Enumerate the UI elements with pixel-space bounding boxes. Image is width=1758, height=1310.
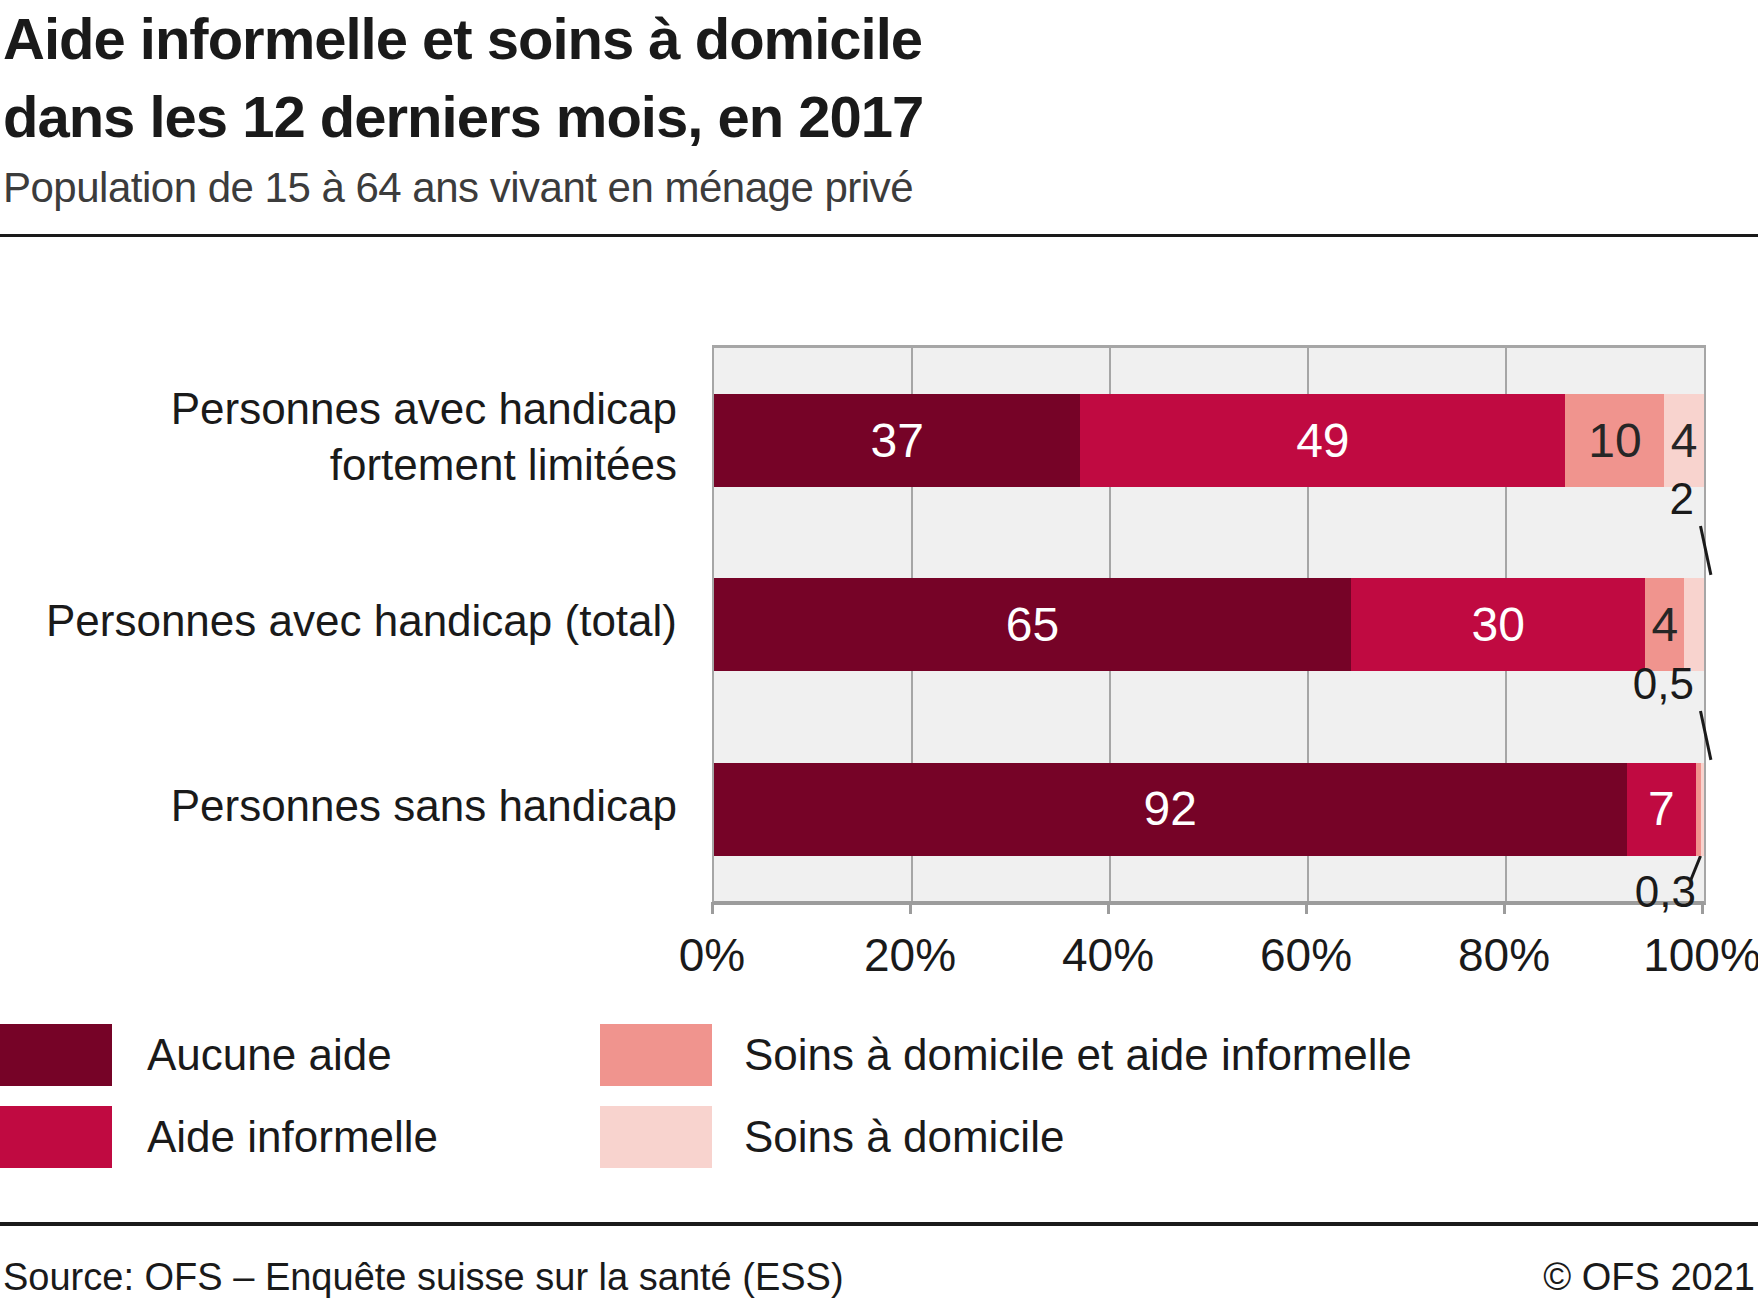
axis-tick — [1503, 902, 1506, 914]
axis-tick-label: 20% — [864, 928, 956, 982]
segment-value-label: 7 — [1648, 785, 1675, 833]
bar-band: 0,50,3927 — [714, 717, 1704, 901]
segment-value-label: 37 — [870, 417, 923, 465]
legend-swatch — [0, 1106, 112, 1168]
bar-segment: 49 — [1080, 394, 1565, 487]
bar-band: 265304 — [714, 532, 1704, 716]
category-label-line: Personnes avec handicap (total) — [46, 593, 677, 649]
bar-band: 37 49 10 4 — [714, 348, 1704, 532]
axis-tick-label: 60% — [1260, 928, 1352, 982]
category-label-line: fortement limitées — [330, 437, 677, 493]
copyright-text: © OFS 2021 — [1543, 1256, 1755, 1299]
legend-label: Soins à domicile — [744, 1112, 1064, 1162]
axis-tick-label: 40% — [1062, 928, 1154, 982]
stacked-bar: 92 7 — [714, 763, 1704, 856]
segment-value-label: 30 — [1471, 601, 1524, 649]
bar-segment: 4 — [1664, 394, 1704, 487]
legend-swatch — [600, 1024, 712, 1086]
bar-segment: 92 — [714, 763, 1627, 856]
segment-callout-label: 0,5 — [1633, 659, 1694, 709]
category-label: Personnes avec handicapfortement limitée… — [0, 345, 677, 529]
axis-tick — [1107, 902, 1110, 914]
axis-tick — [1305, 902, 1308, 914]
bar-segment: 7 — [1627, 763, 1696, 856]
legend-swatch — [0, 1024, 112, 1086]
legend-item: Aide informelle — [0, 1106, 438, 1168]
segment-value-label: 4 — [1671, 417, 1698, 465]
segment-value-label: 49 — [1296, 417, 1349, 465]
axis-tick-label: 100% — [1643, 928, 1758, 982]
plot-area: 37491042653040,50,3927 — [712, 345, 1706, 905]
category-label: Personnes avec handicap (total) — [0, 529, 677, 713]
legend-label: Aide informelle — [147, 1112, 438, 1162]
segment-value-label: 65 — [1006, 601, 1059, 649]
segment-value-label: 10 — [1588, 417, 1641, 465]
bar-segment: 65 — [714, 578, 1351, 671]
segment-callout-label: 0,3 — [1635, 867, 1696, 917]
legend-item: Soins à domicile et aide informelle — [600, 1024, 1412, 1086]
legend-item: Soins à domicile — [600, 1106, 1064, 1168]
category-label-line: Personnes avec handicap — [171, 381, 677, 437]
footer: Source: OFS – Enquête suisse sur la sant… — [3, 1256, 1755, 1299]
legend-swatch — [600, 1106, 712, 1168]
axis-tick — [909, 902, 912, 914]
axis-tick-label: 80% — [1458, 928, 1550, 982]
category-label-line: Personnes sans handicap — [171, 778, 677, 834]
category-label: Personnes sans handicap — [0, 714, 677, 898]
segment-callout-label: 2 — [1670, 474, 1694, 524]
stacked-bar: 37 49 10 4 — [714, 394, 1704, 487]
segment-value-label: 92 — [1144, 785, 1197, 833]
chart-canvas: Aide informelle et soins à domicile dans… — [0, 0, 1758, 1310]
bar-segment: 37 — [714, 394, 1080, 487]
legend-item: Aucune aide — [0, 1024, 392, 1086]
bar-segment: 10 — [1565, 394, 1664, 487]
legend-label: Aucune aide — [147, 1030, 392, 1080]
axis-tick-label: 0% — [679, 928, 745, 982]
bar-segment — [1701, 763, 1704, 856]
stacked-bar: 65 30 4 — [714, 578, 1704, 671]
axis-tick — [1701, 902, 1704, 914]
bar-segment: 4 — [1645, 578, 1684, 671]
bar-segment: 30 — [1351, 578, 1645, 671]
footer-divider — [0, 1222, 1758, 1226]
source-text: Source: OFS – Enquête suisse sur la sant… — [3, 1256, 844, 1299]
bar-segment — [1684, 578, 1704, 671]
callout-leader-line — [1699, 710, 1712, 760]
callout-leader-line — [1699, 526, 1712, 576]
legend-label: Soins à domicile et aide informelle — [744, 1030, 1412, 1080]
axis-tick — [711, 902, 714, 914]
segment-value-label: 4 — [1651, 601, 1678, 649]
